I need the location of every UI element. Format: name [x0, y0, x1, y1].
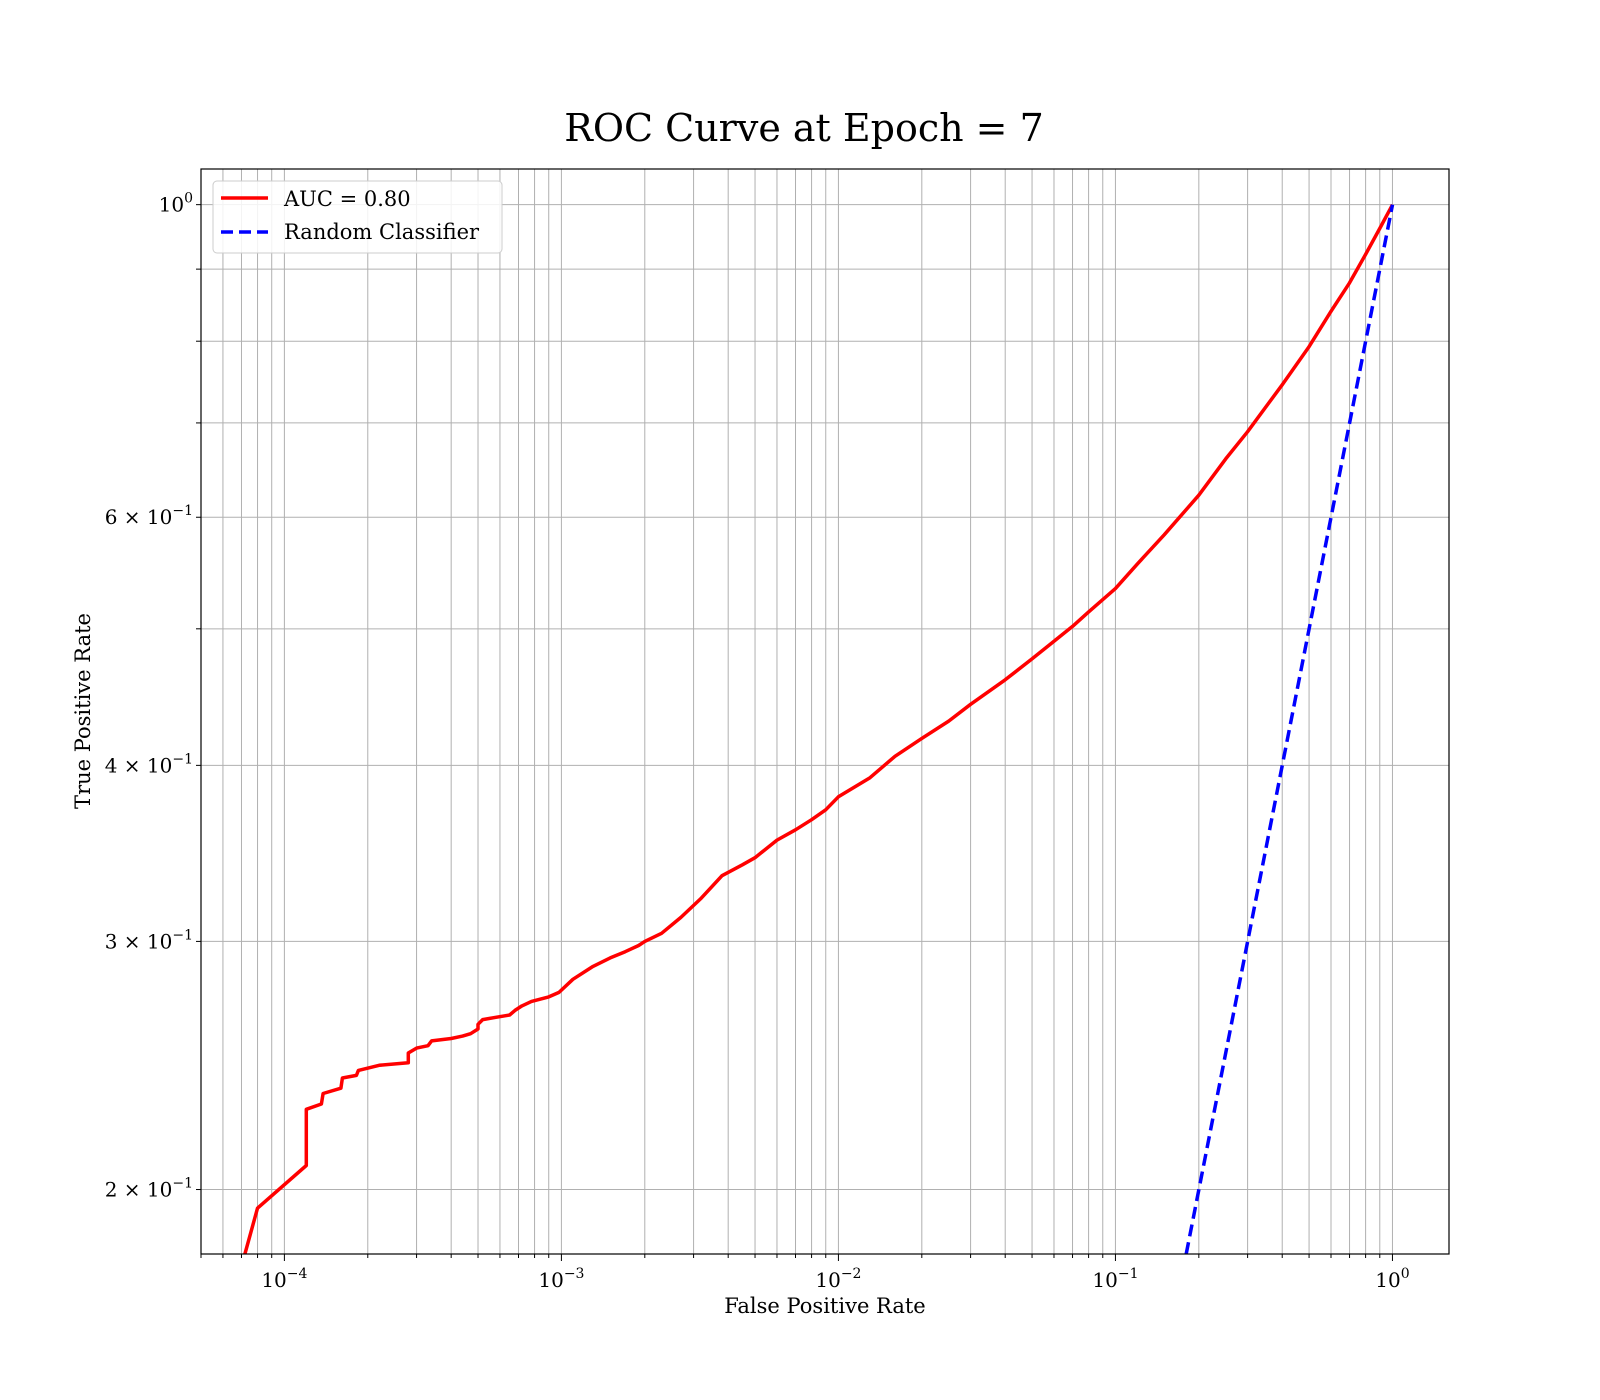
y-tick-label: 6 × 10−1 [105, 503, 193, 529]
chart-title: ROC Curve at Epoch = 7 [564, 106, 1044, 150]
random-classifier-line [1184, 204, 1395, 1254]
axis-ticks: 10−4 10−3 10−2 10−1 100 2 × 10−1 3 × 10−1 4 × 1… [105, 191, 1410, 1292]
legend-label-auc: AUC = 0.80 [283, 187, 411, 211]
x-tick-label: 10−2 [815, 1266, 861, 1292]
x-tick-label: 10−4 [261, 1266, 307, 1292]
x-tick-label: 10−3 [538, 1266, 584, 1292]
x-axis-label: False Positive Rate [724, 1294, 925, 1318]
y-tick-label: 100 [159, 191, 193, 217]
x-tick-label: 100 [1375, 1266, 1409, 1292]
roc-curve-line [243, 203, 1395, 1254]
legend-box [212, 180, 503, 254]
legend-label-random: Random Classifier [284, 220, 480, 244]
grid-lines [200, 169, 1449, 1254]
y-tick-label: 2 × 10−1 [105, 1176, 193, 1202]
x-tick-label: 10−1 [1092, 1266, 1138, 1292]
y-axis-label: True Positive Rate [71, 613, 95, 809]
series-group [243, 203, 1395, 1254]
legend: AUC = 0.80 Random Classifier [212, 180, 503, 254]
plot-frame [200, 168, 1450, 1255]
y-tick-label: 4 × 10−1 [105, 751, 193, 777]
y-tick-label: 3 × 10−1 [105, 927, 193, 953]
